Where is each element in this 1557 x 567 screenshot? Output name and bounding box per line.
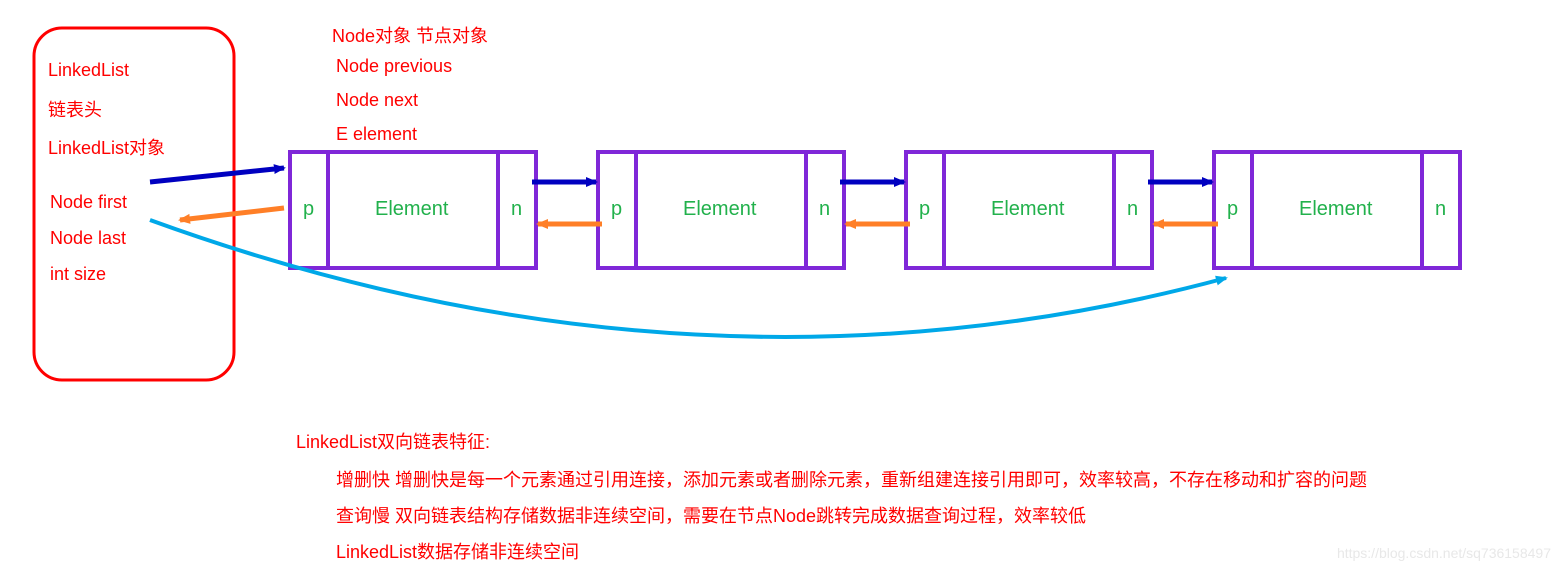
linkedlist-text-1: 链表头 <box>48 96 102 122</box>
node-3-n: n <box>1435 198 1446 221</box>
node-2-n: n <box>1127 198 1138 221</box>
linkedlist-text-3: Node first <box>50 192 127 213</box>
node-3-p: p <box>1227 198 1238 221</box>
linkedlist-text-2: LinkedList对象 <box>48 134 165 160</box>
footer-title: LinkedList双向链表特征: <box>296 428 490 454</box>
node-1-element: Element <box>683 198 756 221</box>
node-0-n: n <box>511 198 522 221</box>
node-1-n: n <box>819 198 830 221</box>
linkedlist-text-5: int size <box>50 264 106 285</box>
footer-line-2: LinkedList数据存储非连续空间 <box>336 538 579 564</box>
footer-line-1: 查询慢 双向链表结构存储数据非连续空间，需要在节点Node跳转完成数据查询过程，… <box>336 502 1086 528</box>
node-2-element: Element <box>991 198 1064 221</box>
node-3-element: Element <box>1299 198 1372 221</box>
node-header-text-0: Node对象 节点对象 <box>332 22 488 48</box>
node-0-element: Element <box>375 198 448 221</box>
node-header-text-1: Node previous <box>336 56 452 77</box>
footer-line-0: 增删快 增删快是每一个元素通过引用连接，添加元素或者删除元素，重新组建连接引用即… <box>336 466 1367 492</box>
node-2-p: p <box>919 198 930 221</box>
node-header-text-3: E element <box>336 124 417 145</box>
watermark: https://blog.csdn.net/sq736158497 <box>1337 545 1551 561</box>
node-header-text-2: Node next <box>336 90 418 111</box>
node-1-p: p <box>611 198 622 221</box>
node-0-p: p <box>303 198 314 221</box>
linkedlist-text-4: Node last <box>50 228 126 249</box>
linkedlist-text-0: LinkedList <box>48 60 129 81</box>
